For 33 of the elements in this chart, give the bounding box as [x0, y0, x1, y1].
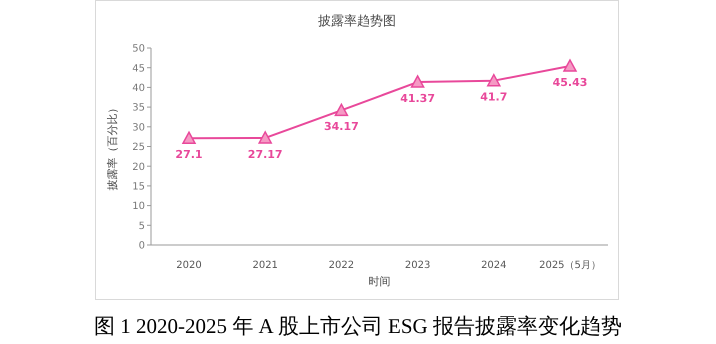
y-tick-label: 40: [132, 82, 145, 94]
y-tick-label: 20: [132, 162, 145, 173]
data-label: 41.37: [400, 92, 435, 105]
data-label: 45.43: [552, 76, 588, 89]
x-tick-label: 2022: [328, 260, 354, 272]
x-tick-label: 2023: [404, 260, 430, 272]
data-label: 27.17: [248, 148, 283, 161]
y-tick-label: 35: [132, 102, 145, 114]
y-tick-label: 10: [132, 201, 145, 212]
chart-title: 披露率趋势图: [317, 13, 397, 30]
data-label: 41.7: [480, 90, 508, 104]
y-tick-label: 5: [138, 220, 145, 232]
point: [487, 74, 501, 86]
y-tick-label: 25: [132, 142, 145, 154]
y-axis-title: 披露率（百分比）: [106, 102, 119, 190]
data-label: 34.17: [324, 120, 359, 134]
x-tick-label: 2021: [252, 260, 278, 272]
caption: 图 1 2020-2025 年 A 股上市公司 ESG 报告披露率变化趋势: [93, 313, 623, 340]
point: [258, 131, 272, 144]
point: [182, 131, 196, 144]
y-tick-label: 15: [132, 181, 145, 192]
x-axis-title: 时间: [368, 275, 390, 288]
x-tick-label: 2020: [176, 260, 202, 272]
y-tick-label: 30: [132, 122, 145, 134]
point: [410, 75, 424, 88]
point: [563, 59, 577, 72]
x-tick-label: 2024: [481, 260, 507, 272]
y-tick-label: 0: [138, 240, 145, 252]
x-tick-label: 2025（5月）: [539, 260, 601, 272]
data-label: 27.1: [175, 148, 203, 162]
y-tick-label: 45: [132, 63, 145, 74]
point: [334, 104, 348, 116]
y-tick-label: 50: [132, 44, 145, 55]
